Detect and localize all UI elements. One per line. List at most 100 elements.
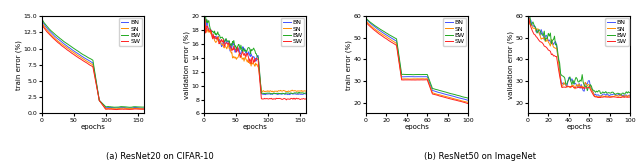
SN — [531, 27, 539, 29]
SN — [228, 52, 236, 53]
SN — [409, 78, 417, 80]
BW — [140, 106, 148, 108]
Y-axis label: validation error (%): validation error (%) — [508, 31, 515, 99]
SW — [72, 55, 79, 57]
BW — [572, 76, 580, 78]
BN — [388, 37, 396, 39]
Text: (b) ResNet50 on ImageNet: (b) ResNet50 on ImageNet — [424, 152, 536, 161]
BW — [200, 16, 207, 18]
Line: BN: BN — [204, 18, 307, 95]
Line: BW: BW — [528, 16, 630, 95]
Line: SN: SN — [528, 18, 630, 97]
BN — [439, 93, 447, 94]
SW — [200, 18, 207, 20]
SW — [595, 97, 602, 98]
SN — [571, 88, 579, 90]
BN — [424, 76, 431, 78]
Line: BN: BN — [42, 19, 144, 108]
SN — [124, 108, 131, 110]
BN — [234, 50, 241, 52]
BW — [127, 106, 134, 108]
SW — [586, 86, 593, 88]
BN — [550, 44, 557, 46]
BN — [285, 94, 293, 96]
SW — [424, 79, 431, 81]
BN — [200, 17, 207, 19]
Y-axis label: validation error (%): validation error (%) — [184, 31, 190, 99]
SN — [200, 19, 207, 21]
BW — [303, 92, 310, 94]
Line: SW: SW — [42, 23, 144, 110]
Legend: BN, SN, BW, SW: BN, SN, BW, SW — [281, 18, 305, 46]
SW — [409, 79, 417, 81]
BW — [362, 17, 369, 19]
BN — [123, 107, 131, 109]
BN — [262, 94, 269, 96]
BN — [409, 76, 417, 78]
Y-axis label: train error (%): train error (%) — [346, 40, 352, 90]
SN — [76, 55, 83, 57]
Line: SW: SW — [365, 22, 468, 104]
SW — [129, 108, 136, 110]
BN — [72, 51, 79, 53]
SN — [550, 46, 557, 48]
Y-axis label: train error (%): train error (%) — [16, 40, 22, 90]
BW — [299, 92, 307, 94]
BW — [228, 40, 236, 42]
BW — [238, 50, 246, 52]
BN — [369, 24, 377, 26]
BN — [135, 107, 143, 109]
BW — [409, 74, 417, 76]
BW — [524, 16, 532, 18]
SW — [234, 46, 241, 48]
SW — [434, 94, 442, 96]
BW — [434, 89, 442, 91]
BN — [601, 93, 609, 95]
SW — [291, 97, 298, 99]
SW — [136, 108, 143, 110]
Line: SW: SW — [204, 19, 307, 100]
SW — [140, 108, 148, 110]
BW — [627, 92, 634, 94]
Legend: BN, SN, BW, SW: BN, SN, BW, SW — [119, 18, 142, 46]
BN — [228, 47, 236, 49]
SN — [362, 19, 369, 21]
BW — [597, 93, 605, 95]
Legend: BN, SN, BW, SW: BN, SN, BW, SW — [444, 18, 467, 46]
BW — [424, 74, 431, 75]
BW — [72, 49, 79, 51]
Line: BW: BW — [365, 18, 468, 98]
BW — [388, 35, 396, 37]
X-axis label: epochs: epochs — [243, 124, 268, 130]
SN — [524, 17, 532, 19]
BW — [234, 44, 242, 46]
SN — [136, 108, 143, 110]
BN — [531, 25, 539, 27]
BN — [38, 18, 45, 20]
BW — [586, 84, 594, 86]
SW — [362, 21, 369, 23]
SW — [298, 98, 306, 100]
BW — [286, 92, 294, 94]
BW — [291, 92, 299, 94]
BN — [571, 82, 579, 84]
SW — [38, 22, 45, 24]
BW — [618, 94, 625, 96]
SN — [388, 39, 396, 41]
SW — [228, 50, 236, 52]
SW — [524, 17, 532, 19]
BW — [602, 91, 610, 93]
Line: BN: BN — [528, 17, 630, 97]
SN — [129, 108, 136, 110]
SN — [113, 108, 120, 110]
BW — [123, 106, 131, 108]
BN — [362, 17, 369, 19]
SN — [66, 49, 74, 51]
SN — [291, 90, 298, 92]
BN — [465, 99, 472, 101]
SW — [369, 28, 377, 30]
BN — [128, 107, 136, 109]
Line: BN: BN — [365, 18, 468, 100]
SW — [285, 98, 293, 100]
SW — [66, 51, 74, 53]
